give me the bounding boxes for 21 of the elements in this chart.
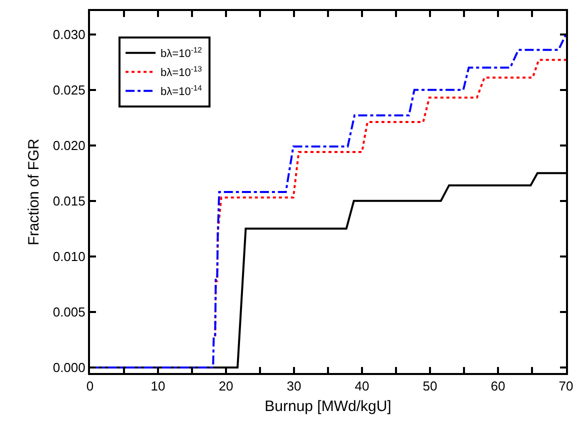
y-tick-label: 0.020 — [52, 138, 86, 153]
y-axis-title: Fraction of FGR — [26, 138, 43, 246]
y-tick-label: 0.030 — [52, 26, 86, 42]
x-tick-label: 70 — [558, 378, 574, 394]
x-tick-label: 60 — [490, 378, 506, 394]
x-tick-label: 40 — [354, 378, 370, 394]
y-tick-label: 0.010 — [52, 248, 86, 264]
y-tick-label: 0.015 — [52, 193, 86, 208]
y-tick-label: 0.025 — [52, 82, 86, 98]
x-tick-label: 0 — [86, 378, 94, 394]
x-tick-label: 50 — [422, 378, 438, 394]
legend-label: bλ=10$^{-13}$ — [160, 64, 202, 80]
x-tick-label: 20 — [218, 378, 234, 394]
x-axis-title: Burnup [MWd/kgU] — [264, 398, 392, 416]
y-tick-label: 0.005 — [52, 304, 86, 320]
x-tick-label: 30 — [286, 378, 302, 394]
legend-label: bλ=10$^{-12}$ — [160, 46, 202, 60]
y-tick-label: 0.000 — [52, 360, 86, 375]
legend-label: bλ=10$^{-14}$ — [160, 84, 203, 98]
line-series — [214, 58, 566, 338]
x-tick-label: 10 — [150, 378, 166, 394]
